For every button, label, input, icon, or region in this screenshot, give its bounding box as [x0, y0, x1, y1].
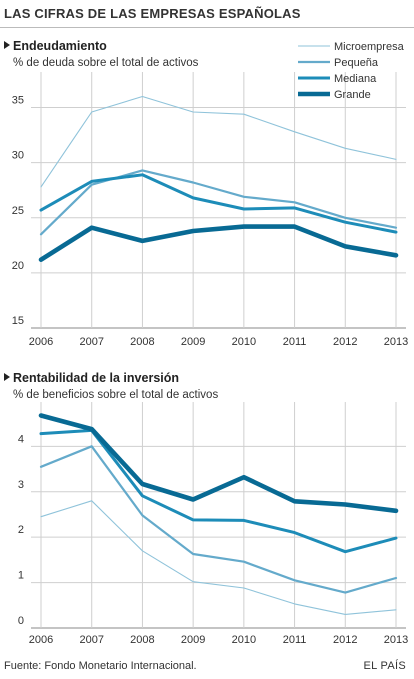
y-tick-label: 3: [18, 479, 24, 491]
y-tick-label: 0: [18, 615, 24, 627]
x-tick-label: 2012: [333, 336, 357, 348]
chart-title: Endeudamiento: [13, 39, 107, 53]
x-tick-label: 2011: [283, 336, 307, 348]
x-tick-label: 2008: [130, 336, 154, 348]
y-tick-label: 20: [12, 260, 24, 272]
series-line-grande: [38, 413, 399, 514]
y-tick-label: 25: [12, 205, 24, 217]
y-tick-label: 2: [18, 524, 24, 536]
main-title: LAS CIFRAS DE LAS EMPRESAS ESPAÑOLAS: [4, 6, 301, 21]
x-tick-label: 2012: [333, 634, 357, 646]
series-line-pequena: [39, 169, 398, 236]
title-divider: [0, 27, 414, 28]
chart-panel-2: Rentabilidad de la inversión % de benefic…: [4, 371, 408, 646]
series-line-grande: [38, 224, 399, 263]
series-line-microempresa: [40, 95, 397, 188]
y-tick-label: 30: [12, 150, 24, 162]
x-tick-label: 2013: [384, 336, 408, 348]
x-tick-label: 2010: [232, 336, 256, 348]
chart-title: Rentabilidad de la inversión: [13, 371, 179, 385]
y-tick-label: 1: [18, 570, 24, 582]
legend: Microempresa Pequeña Mediana Grande: [298, 41, 405, 101]
legend-label-microempresa: Microempresa: [334, 41, 405, 53]
x-tick-label: 2013: [384, 634, 408, 646]
y-tick-label: 15: [12, 315, 24, 327]
brand-label: EL PAÍS: [363, 660, 406, 672]
series-line-mediana: [39, 173, 398, 234]
legend-label-mediana: Mediana: [334, 73, 377, 85]
x-tick-label: 2007: [79, 634, 103, 646]
x-tick-label: 2006: [29, 634, 53, 646]
x-tick-label: 2010: [232, 634, 256, 646]
x-tick-label: 2007: [79, 336, 103, 348]
legend-label-pequena: Pequeña: [334, 57, 379, 69]
series-line-pequena: [39, 445, 398, 594]
title-bullet-icon: [4, 373, 10, 381]
title-bullet-icon: [4, 41, 10, 49]
legend-label-grande: Grande: [334, 89, 371, 101]
x-tick-label: 2008: [130, 634, 154, 646]
chart-panel-1: Endeudamiento % de deuda sobre el total d…: [4, 39, 408, 348]
y-tick-label: 35: [12, 95, 24, 107]
chart-subtitle: % de deuda sobre el total de activos: [13, 57, 199, 69]
x-tick-label: 2009: [181, 634, 205, 646]
x-tick-label: 2011: [283, 634, 307, 646]
series-line-microempresa: [40, 500, 397, 615]
chart-subtitle: % de beneficios sobre el total de activo…: [13, 389, 218, 401]
x-tick-label: 2006: [29, 336, 53, 348]
y-tick-label: 4: [18, 433, 24, 445]
x-tick-label: 2009: [181, 336, 205, 348]
source-note: Fuente: Fondo Monetario Internacional.: [4, 660, 197, 672]
